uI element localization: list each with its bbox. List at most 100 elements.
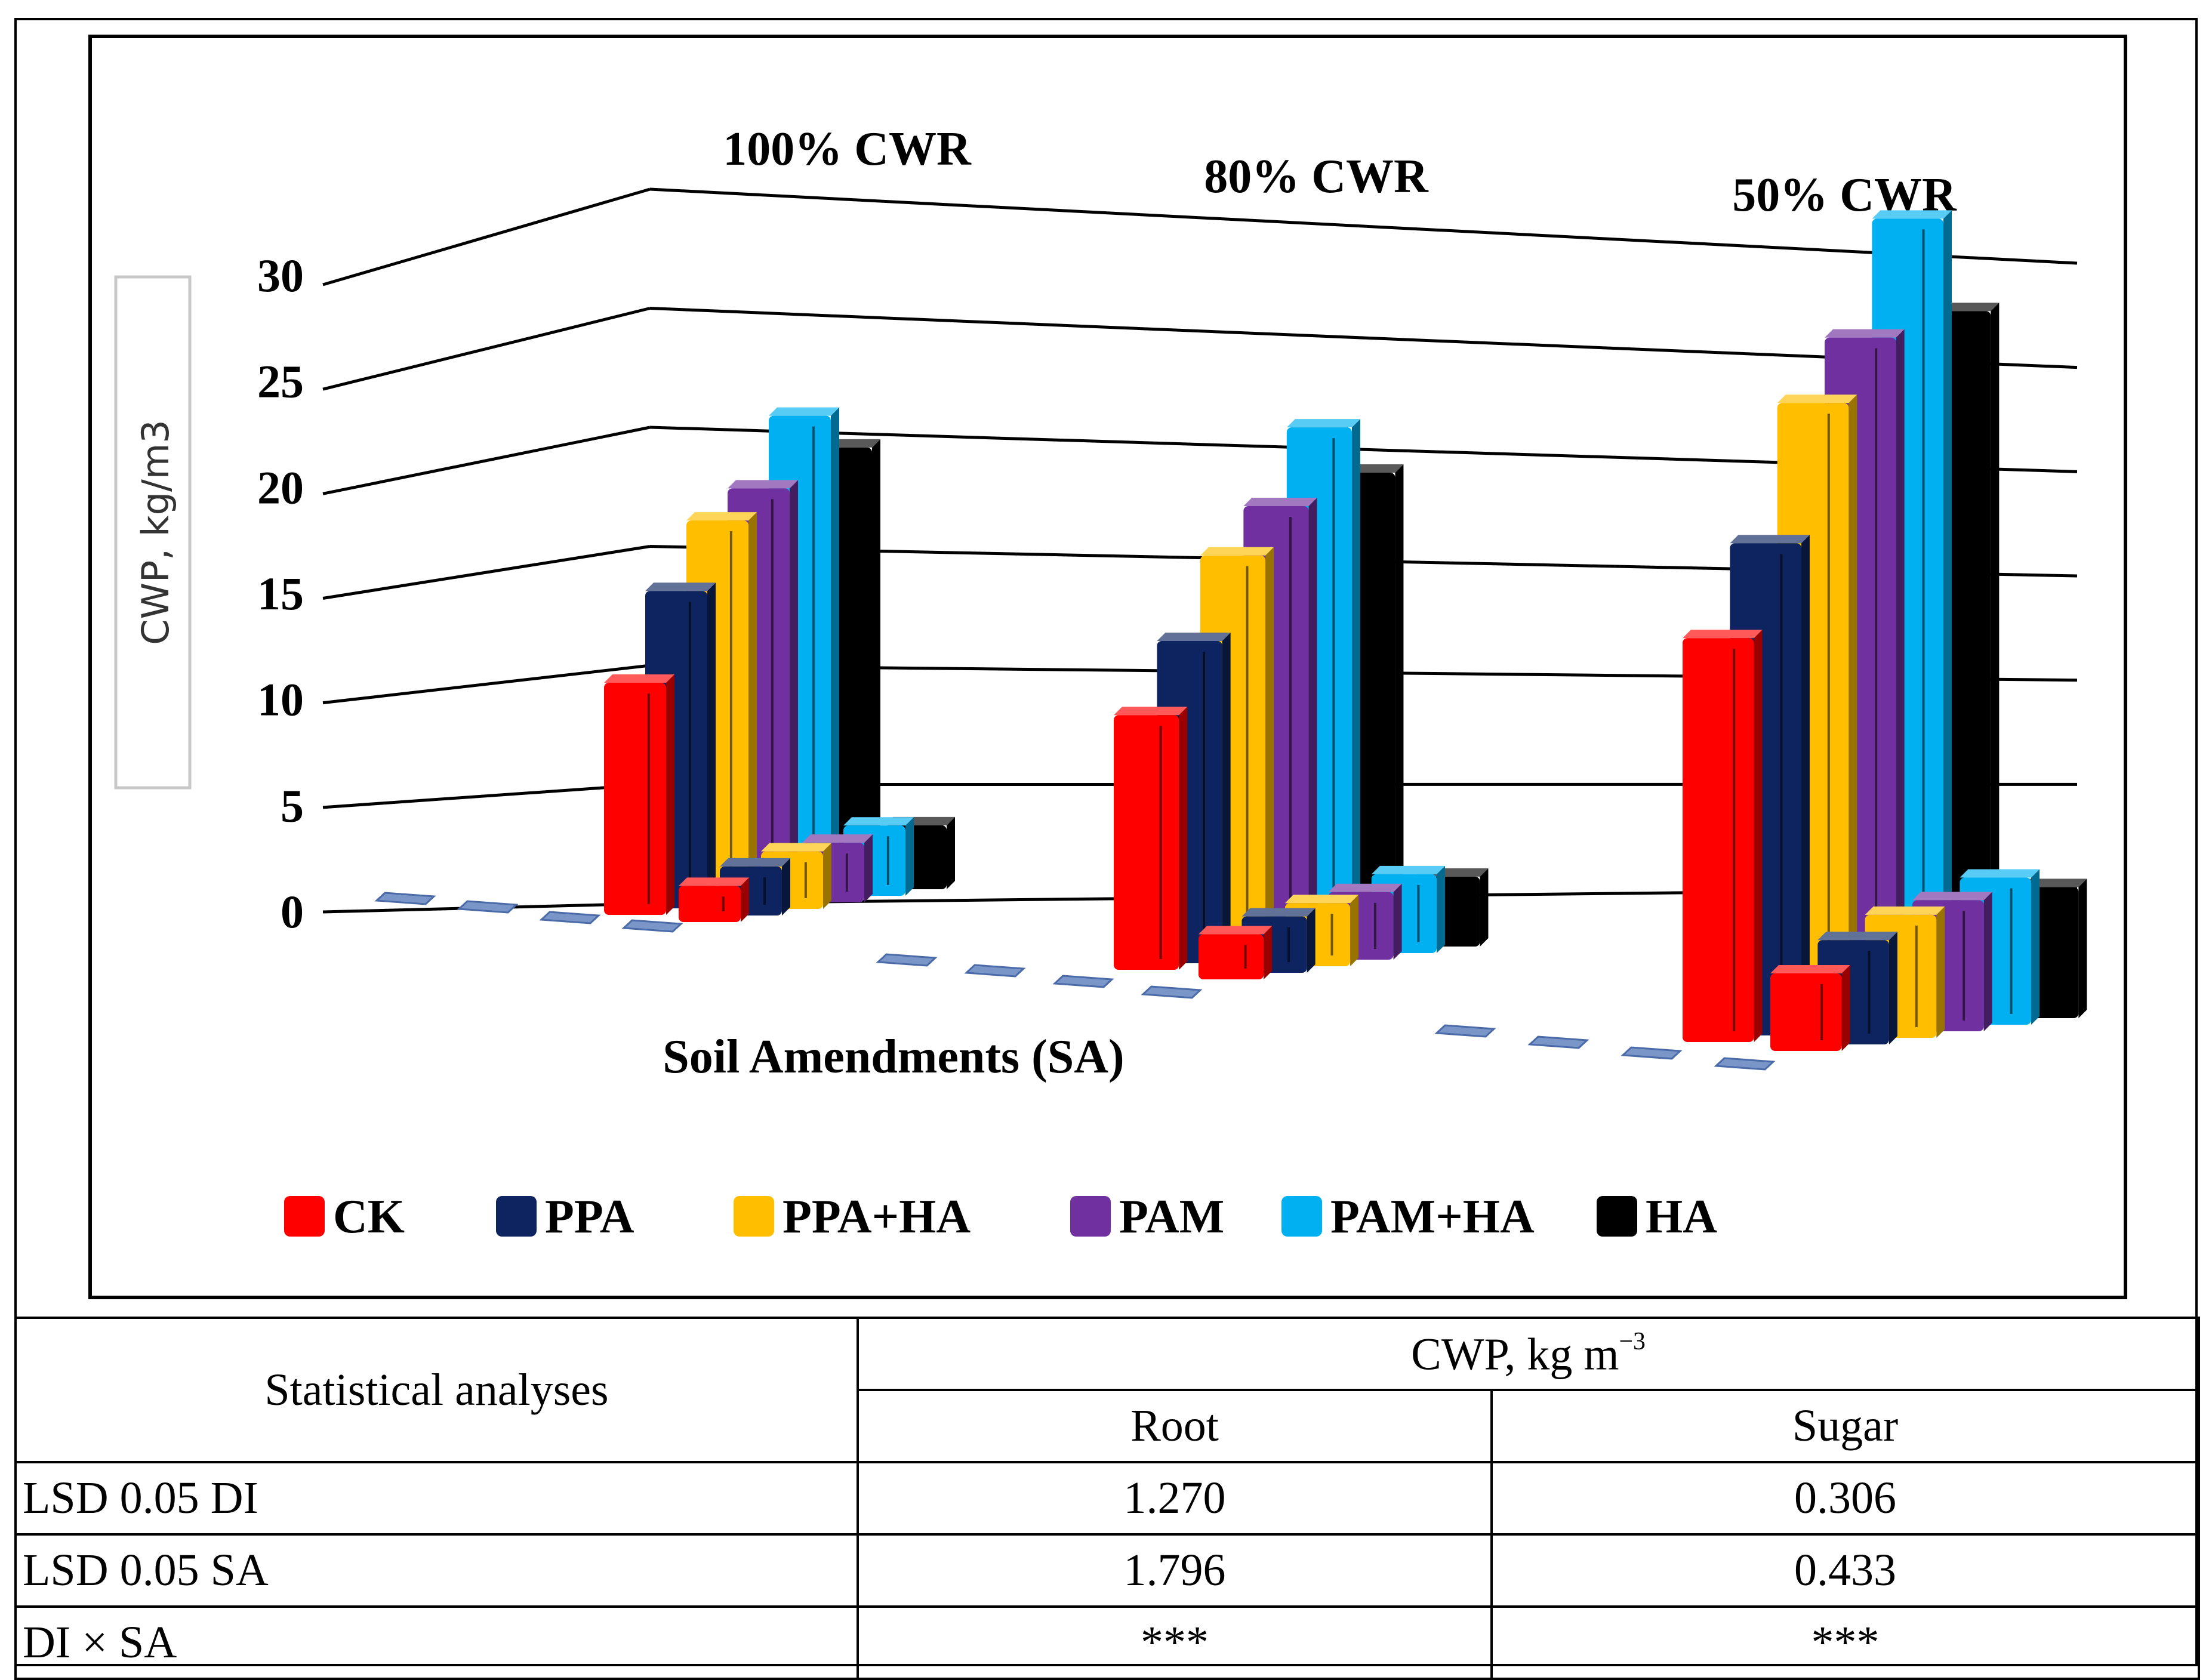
bar-front-ppa-ha-top [761,843,831,852]
bar-front-ha-side [1480,868,1488,947]
bar-back-pam-top [728,480,798,488]
table-row: DI × SA *** *** [16,1607,2199,1679]
legend-label: PPA [545,1191,634,1243]
y-tick-label: 10 [257,674,304,726]
bar-back-pam-ha-top [1287,419,1360,427]
gridline [323,427,650,494]
bar-back-ppa-top [645,582,716,591]
baseline-marker [1437,1025,1494,1037]
legend-label: PAM [1119,1191,1224,1243]
bar-back-ha-side [872,439,880,882]
bar-back-ck [604,683,666,915]
y-tick-label: 0 [281,886,304,938]
legend-label: HA [1646,1191,1717,1243]
legend-swatch [284,1196,325,1237]
bar-front-ha-side [947,817,955,889]
bar-back-pam-side [1309,498,1317,950]
bar-back-pam-side [790,480,798,895]
bar-back-ck-side [1179,707,1187,970]
bar-front-pam-ha-side [2031,869,2040,1025]
bar-front-ppa-ha-side [823,843,831,909]
bar-back-ppa-side [1801,535,1810,1035]
baseline-marker [966,965,1024,976]
gridline [323,189,650,285]
row-label: LSD 0.05 SA [16,1534,858,1607]
legend-label: PAM+HA [1330,1191,1535,1243]
bar-back-pam-ha-top [1872,210,1952,218]
bar-back-pam-top [1243,498,1317,506]
bar-front-ppa-side [782,858,790,915]
bar-back-ck-side [666,674,674,915]
header-cwp-text: CWP, kg m [1411,1329,1619,1379]
legend-label: CK [333,1191,405,1243]
row-root-value: 1.796 [858,1534,1492,1607]
bar-back-ppa-ha-top [1200,547,1274,556]
bar-front-ck [1770,973,1842,1051]
baseline-marker [459,901,516,913]
bar-front-ppa-top [1241,908,1315,917]
baseline-marker [1530,1037,1587,1048]
baseline-marker [1143,987,1200,998]
bar-back-pam-top [1825,329,1905,338]
header-cwp: CWP, kg m−3 [858,1318,2199,1390]
legend-swatch [496,1196,537,1237]
y-tick-label: 15 [257,568,304,619]
bar-front-ppa-top [720,858,790,867]
legend-swatch [1070,1196,1111,1237]
bar-front-ck [679,886,741,922]
y-tick-label: 20 [257,461,304,513]
table-row: LSD 0.05 DI 1.270 0.306 [16,1462,2199,1534]
bar-front-ppa-ha-top [1285,895,1358,903]
gridline [323,547,650,599]
bar-front-ck-top [679,877,749,886]
bar-back-ck-top [604,674,674,683]
bar-front-pam-ha-side [1437,866,1445,953]
y-tick-label: 5 [281,779,304,831]
bar-back-pam-ha-side [831,408,839,889]
bar-back-ppa-top [1730,535,1810,543]
group-label: 80% CWR [1204,150,1429,203]
baseline-marker [1623,1047,1680,1059]
legend-swatch [1281,1196,1322,1237]
gridline [323,665,650,703]
bar-front-ck-top [1199,926,1272,934]
baseline-marker [624,920,681,932]
group-label: 100% CWR [723,123,972,175]
bar-front-ppa-ha-side [1350,895,1358,966]
row-sugar-value: *** [1492,1607,2199,1679]
y-axis-title: CWP, kg/m3 [134,420,177,645]
row-sugar-value: 0.433 [1492,1534,2199,1607]
row-root-value: 1.270 [858,1462,1492,1534]
y-tick-label: 30 [257,249,304,301]
bar-front-ha-side [2078,878,2087,1018]
bar-front-pam-ha-top [1372,866,1445,874]
table-header-row: Statistical analyses CWP, kg m−3 [16,1318,2199,1390]
gridline [323,785,650,807]
bar-back-ppa-ha-top [1777,394,1857,403]
bar-front-pam-side [1984,892,1992,1031]
row-label: DI × SA [16,1607,858,1679]
bar-back-ppa-side [707,582,716,908]
baseline-marker [878,954,935,966]
bar-front-pam-top [1912,892,1992,900]
bar-front-pam-ha-side [905,817,914,896]
row-root-value: *** [858,1607,1492,1679]
baseline-marker [1055,976,1112,987]
bar-front-ppa-side [1307,908,1316,973]
table-row: LSD 0.05 SA 1.796 0.433 [16,1534,2199,1607]
header-sugar: Sugar [1492,1390,2199,1462]
bar-back-ppa-ha-side [1265,547,1274,957]
bar-front-ppa-ha-top [1865,907,1945,915]
header-statistical-analyses: Statistical analyses [16,1318,858,1462]
bar-front-pam-top [802,834,873,843]
bar-front-ck-side [1264,926,1272,979]
bar-back-ck [1114,715,1179,970]
gridline [323,309,650,390]
header-cwp-exponent: −3 [1619,1328,1645,1355]
bar-front-pam-ha-top [843,817,914,825]
legend-label: PPA+HA [782,1191,971,1243]
legend-swatch [1597,1196,1637,1237]
bar-back-ck-top [1114,707,1187,715]
